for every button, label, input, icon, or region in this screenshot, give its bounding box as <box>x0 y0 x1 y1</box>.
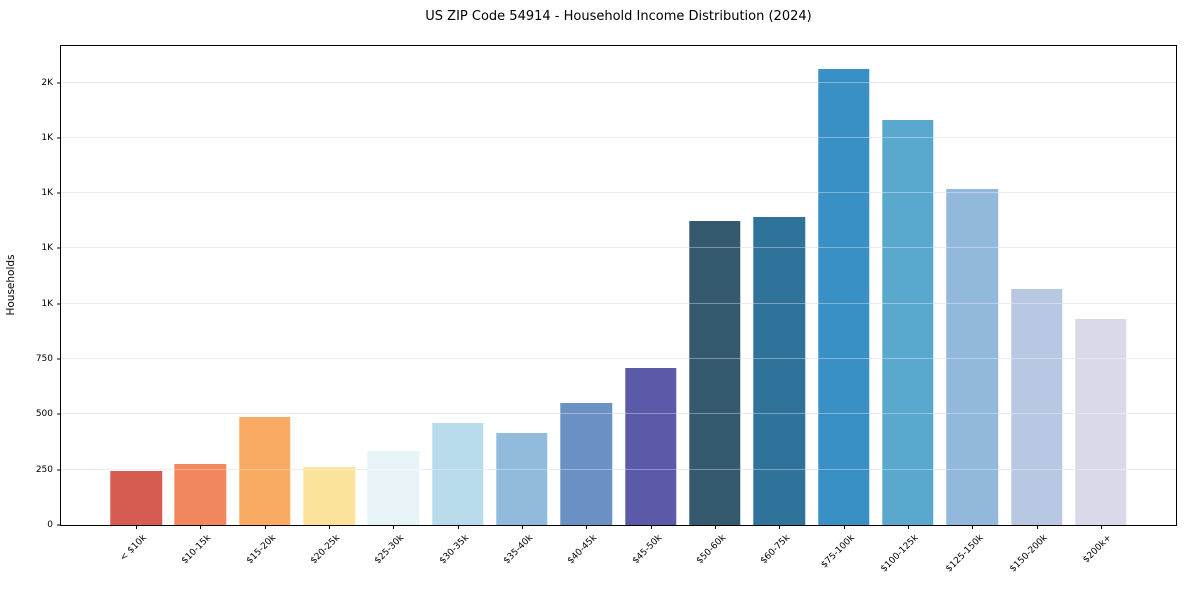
bar-slot: $125-150k <box>940 46 1004 574</box>
bar-slot: $150-200k <box>1004 46 1068 574</box>
y-tick-label: 250 <box>35 464 53 475</box>
x-tick-label: $30-35k <box>437 533 471 567</box>
y-tick-mark <box>57 247 61 249</box>
bar <box>1075 319 1127 525</box>
x-tick-label: $100-125k <box>879 533 921 575</box>
bar-slot: $35-40k <box>490 46 554 566</box>
bar <box>560 403 613 525</box>
y-tick-label: 2K <box>41 77 53 88</box>
x-tick-label: $25-30k <box>373 533 407 567</box>
y-tick-mark <box>57 469 61 471</box>
x-tick-label: $150-200k <box>1008 533 1050 575</box>
bar-slot: $20-25k <box>297 46 361 566</box>
y-tick-label: 1K <box>41 132 53 143</box>
gridline <box>61 81 1176 83</box>
gridline <box>61 192 1176 194</box>
bar-slot: $50-60k <box>683 46 747 566</box>
x-tick-mark <box>457 525 459 529</box>
y-tick-mark <box>57 82 61 84</box>
x-tick-mark <box>264 525 266 529</box>
x-tick-mark <box>136 525 138 529</box>
x-tick-label: $10-15k <box>180 533 214 567</box>
x-tick-label: $35-40k <box>501 533 536 567</box>
x-tick-mark <box>1036 525 1038 529</box>
plot-area: < $10k $10-15k $15-20k $20-25k $25-30k $30-35… <box>36 45 1177 574</box>
bar <box>496 433 548 525</box>
bar <box>817 69 870 525</box>
bar <box>624 367 677 525</box>
y-tick-label: 0 <box>47 520 53 530</box>
gridline <box>61 136 1176 138</box>
x-tick-label: $60-75k <box>759 533 793 567</box>
bar <box>946 188 998 525</box>
bar-slot: $200k+ <box>1069 46 1133 565</box>
x-tick-mark <box>522 525 524 529</box>
y-tick-mark <box>57 524 61 526</box>
gridline <box>61 358 1176 360</box>
x-tick-label: $15-20k <box>244 533 278 567</box>
x-tick-label: $40-45k <box>566 533 600 567</box>
y-tick-label: 1K <box>41 243 53 254</box>
gridline <box>61 468 1176 470</box>
y-tick-label: 1K <box>41 188 53 199</box>
bar-slot: $25-30k <box>361 46 425 566</box>
bar-slot: $75-100k <box>811 46 875 570</box>
x-tick-mark <box>200 525 202 529</box>
y-tick-label: 1K <box>41 298 53 309</box>
bar <box>303 467 355 525</box>
y-tick-mark <box>57 303 61 305</box>
y-tick-mark <box>57 137 61 139</box>
x-tick-mark <box>1100 525 1102 529</box>
x-tick-mark <box>907 525 909 529</box>
bar <box>753 217 805 525</box>
y-tick-label: 500 <box>35 409 53 420</box>
x-tick-label: $125-150k <box>943 533 986 575</box>
x-tick-mark <box>843 525 845 529</box>
x-tick-mark <box>779 525 781 529</box>
x-tick-mark <box>714 525 716 529</box>
gridlines-under <box>61 46 1176 525</box>
x-tick-label: $45-50k <box>630 533 664 567</box>
bars-container: < $10k $10-15k $15-20k $20-25k $25-30k $30-35… <box>61 46 1176 574</box>
x-tick-label: $20-25k <box>308 533 343 567</box>
x-tick-label: $75-100k <box>819 533 857 571</box>
y-tick-label: 750 <box>35 354 53 365</box>
x-tick-mark <box>972 525 974 529</box>
y-tick-mark <box>57 413 61 415</box>
gridline <box>61 247 1176 249</box>
x-tick-mark <box>393 525 395 529</box>
bar-slot: $15-20k <box>233 46 297 566</box>
bar-slot: $45-50k <box>619 46 683 566</box>
bar-slot: $40-45k <box>554 46 618 566</box>
y-tick-mark <box>57 358 61 360</box>
bar <box>239 416 291 525</box>
x-tick-mark <box>650 525 652 529</box>
gridline <box>61 302 1176 304</box>
y-tick-mark <box>57 192 61 194</box>
gridline <box>61 413 1176 415</box>
bar-slot: $60-75k <box>747 46 811 566</box>
bar <box>689 220 741 525</box>
bar <box>174 464 227 525</box>
bar-slot: $30-35k <box>426 46 490 566</box>
bar <box>1010 289 1063 525</box>
x-tick-label: $50-60k <box>694 533 729 567</box>
bar-slot: $100-125k <box>876 46 940 574</box>
x-tick-mark <box>329 525 331 529</box>
chart-title: US ZIP Code 54914 - Household Income Dis… <box>425 9 812 24</box>
x-tick-mark <box>586 525 588 529</box>
x-tick-label: < $10k <box>118 533 150 564</box>
bar <box>367 450 420 525</box>
bar <box>882 120 934 525</box>
y-axis-label: Households <box>5 254 17 316</box>
bar-slot: < $10k <box>104 46 168 563</box>
bar <box>110 470 162 525</box>
bar <box>432 423 484 525</box>
bar-slot: $10-15k <box>168 46 232 566</box>
x-tick-label: $200k+ <box>1081 533 1114 566</box>
